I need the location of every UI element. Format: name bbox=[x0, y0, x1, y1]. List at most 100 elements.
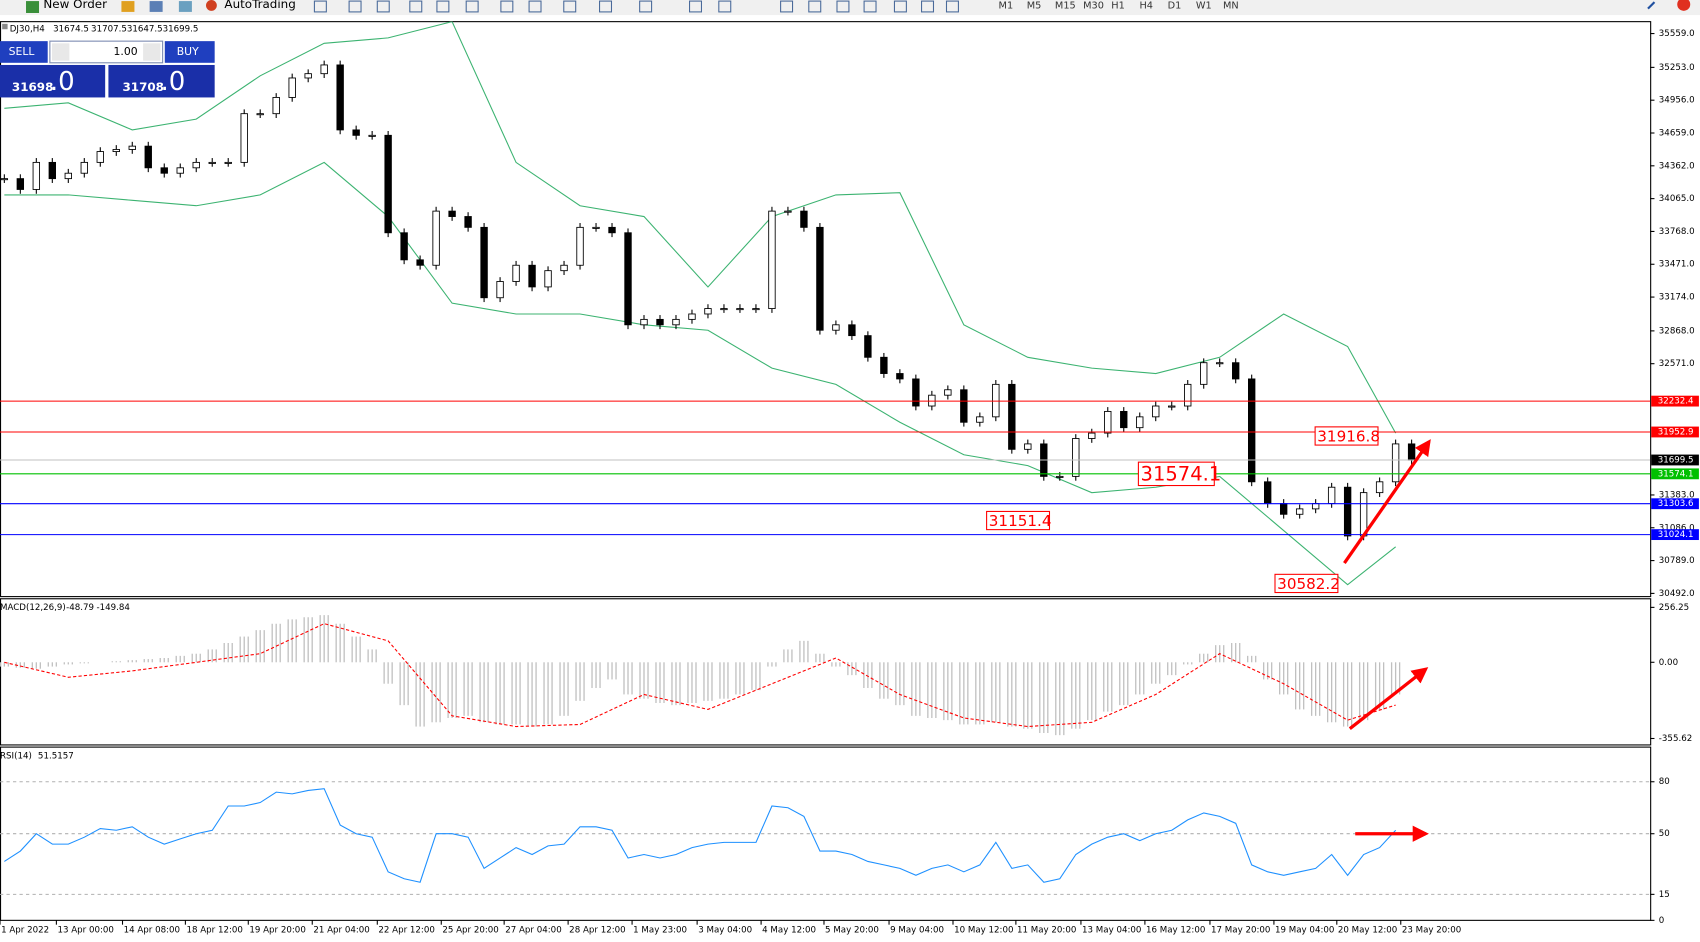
price-label-box bbox=[986, 510, 1051, 531]
timeframe-button[interactable]: M1 bbox=[999, 0, 1014, 11]
candle bbox=[624, 232, 632, 326]
buy-button[interactable] bbox=[164, 41, 215, 63]
lot-input[interactable] bbox=[49, 40, 164, 64]
candle bbox=[352, 129, 360, 136]
rsi-value: 51.5157 bbox=[38, 751, 74, 761]
candle bbox=[1024, 443, 1032, 450]
x-tick-label: 17 May 20:00 bbox=[1211, 926, 1270, 936]
candle bbox=[784, 210, 792, 213]
candle bbox=[1343, 486, 1352, 537]
ask-price[interactable]: 31708 bbox=[123, 80, 164, 94]
tool-icon[interactable] bbox=[313, 0, 327, 13]
timeframe-button[interactable]: W1 bbox=[1196, 0, 1212, 11]
tool-icon[interactable] bbox=[836, 0, 850, 13]
tool-icon[interactable] bbox=[436, 0, 450, 13]
tool-icon[interactable] bbox=[893, 0, 907, 13]
timeframe-button[interactable]: H1 bbox=[1111, 0, 1125, 11]
tool-icon[interactable] bbox=[409, 0, 423, 13]
macd-arrow bbox=[1348, 667, 1429, 730]
tool-icon[interactable] bbox=[465, 0, 479, 13]
chart-top bbox=[0, 15, 1700, 22]
candle bbox=[1232, 362, 1240, 380]
autotrading-icon[interactable] bbox=[205, 0, 217, 11]
candle bbox=[896, 373, 904, 380]
timeframe-button[interactable]: H4 bbox=[1139, 0, 1153, 11]
y-tick-label: 34065.0 bbox=[1659, 194, 1695, 204]
timeframe-button[interactable]: MN bbox=[1223, 0, 1239, 11]
price-tag bbox=[1651, 468, 1699, 480]
lot-increase[interactable] bbox=[143, 43, 161, 61]
tool-icon[interactable] bbox=[639, 0, 653, 13]
tool-icon[interactable] bbox=[121, 1, 135, 12]
candle bbox=[0, 178, 9, 181]
tool-icon[interactable] bbox=[563, 0, 577, 13]
candle bbox=[912, 378, 920, 407]
lot-decrease[interactable] bbox=[52, 43, 70, 61]
x-tick-label: 25 Apr 20:00 bbox=[442, 926, 498, 936]
candle bbox=[1375, 481, 1384, 494]
tool-icon[interactable] bbox=[718, 0, 732, 13]
tool-icon[interactable] bbox=[921, 0, 935, 13]
chart-header: DJ30,H4 31674.5 31707.5 31647.5 31699.5 … bbox=[0, 23, 198, 761]
tool-icon[interactable] bbox=[780, 0, 794, 13]
tool-icon[interactable] bbox=[688, 0, 703, 13]
tool-icon[interactable] bbox=[149, 1, 163, 12]
tool-icon[interactable] bbox=[348, 0, 362, 13]
tool-icon[interactable] bbox=[808, 0, 822, 13]
ask-box[interactable] bbox=[108, 64, 215, 98]
x-tick-label: 13 May 04:00 bbox=[1082, 926, 1141, 936]
tool-icon[interactable] bbox=[376, 0, 390, 13]
candle bbox=[1391, 443, 1400, 483]
ohlc-high: 31707.5 bbox=[91, 25, 127, 35]
new-order-icon[interactable] bbox=[26, 1, 40, 13]
x-tick-label: 11 May 20:00 bbox=[1017, 926, 1076, 936]
candle bbox=[256, 113, 264, 116]
candle bbox=[432, 210, 440, 266]
search-icon[interactable] bbox=[1647, 1, 1656, 10]
tool-icon[interactable] bbox=[599, 0, 613, 13]
buy-label[interactable]: BUY bbox=[177, 45, 199, 58]
candle bbox=[48, 161, 56, 180]
bid-box[interactable] bbox=[0, 64, 106, 98]
y-tick-label: 33174.0 bbox=[1659, 293, 1695, 303]
bollinger-lower bbox=[4, 161, 1397, 586]
candle bbox=[1184, 383, 1192, 407]
x-tick-label: 19 Apr 20:00 bbox=[249, 926, 305, 936]
tool-icon[interactable] bbox=[528, 0, 542, 13]
timeframe-button[interactable]: M5 bbox=[1027, 0, 1042, 11]
tool-icon[interactable] bbox=[945, 0, 959, 13]
price-label: 31151.4 bbox=[989, 512, 1052, 530]
price-label-box bbox=[1137, 461, 1215, 487]
sell-button[interactable] bbox=[0, 41, 48, 63]
sell-label[interactable]: SELL bbox=[9, 45, 35, 58]
ask-fraction[interactable]: .0 bbox=[160, 67, 185, 97]
x-tick-label: 16 May 12:00 bbox=[1146, 926, 1205, 936]
price-label: 30582.2 bbox=[1277, 575, 1340, 593]
price-tag bbox=[1651, 498, 1699, 510]
price-tag bbox=[1651, 426, 1699, 438]
tool-icon[interactable] bbox=[863, 0, 877, 13]
lot-value[interactable]: 1.00 bbox=[114, 45, 138, 58]
candle bbox=[1056, 475, 1064, 478]
bid-fraction[interactable]: .0 bbox=[50, 67, 75, 97]
price-tag bbox=[1651, 454, 1699, 466]
y-tick-label: 30789.0 bbox=[1659, 556, 1695, 566]
tool-icon[interactable] bbox=[500, 0, 514, 13]
bollinger-upper bbox=[4, 21, 1397, 434]
price-tag-label: 31303.6 bbox=[1658, 499, 1694, 509]
y-tick-label: 50 bbox=[1659, 829, 1670, 839]
timeframe-button[interactable]: M15 bbox=[1055, 0, 1076, 11]
tool-icon[interactable] bbox=[178, 1, 192, 12]
candle bbox=[1152, 405, 1160, 418]
candle bbox=[960, 389, 968, 423]
new-order-button[interactable]: New Order bbox=[43, 0, 107, 11]
y-tick-label: 34956.0 bbox=[1659, 96, 1695, 106]
y-tick-label: 32868.0 bbox=[1659, 326, 1695, 336]
timeframe-button[interactable]: D1 bbox=[1168, 0, 1182, 11]
alert-icon[interactable] bbox=[1677, 0, 1691, 11]
autotrading-button[interactable]: AutoTrading bbox=[224, 0, 295, 11]
candle bbox=[1279, 503, 1288, 515]
price-tag-label: 31574.1 bbox=[1658, 469, 1694, 479]
timeframe-button[interactable]: M30 bbox=[1083, 0, 1104, 11]
bid-price[interactable]: 31698 bbox=[12, 80, 53, 94]
